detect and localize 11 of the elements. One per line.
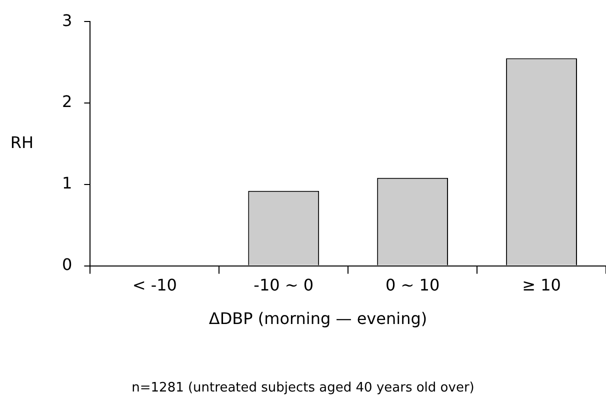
x-tick-label: ≥ 10 [522,276,561,295]
x-tick-label: < -10 [132,276,177,295]
y-tick-label: 0 [62,254,72,274]
y-axis-title: RH [10,132,34,152]
y-tick-label: 1 [62,174,72,193]
y-tick-label: 2 [62,92,72,112]
x-axis-title: ΔDBP (morning — evening) [208,309,428,328]
x-tick-label: -10 ~ 0 [254,276,314,295]
x-tick-label: 0 ~ 10 [386,276,440,295]
text: n=1281 (untreated subjects aged 40 years old over) [132,380,474,396]
y-tick-label: 3 [62,10,72,30]
